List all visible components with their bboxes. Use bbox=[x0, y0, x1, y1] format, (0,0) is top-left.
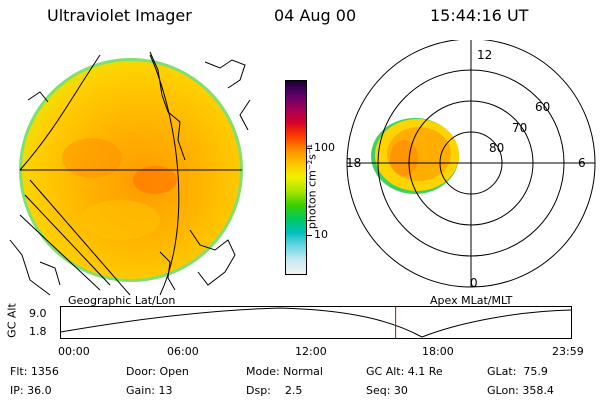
mlt-label-0: 0 bbox=[470, 276, 478, 290]
coastline-outlines bbox=[9, 51, 251, 296]
door-value: Door: Open bbox=[126, 365, 189, 378]
time-tick-1800: 18:00 bbox=[422, 345, 454, 358]
mlt-label-12: 12 bbox=[477, 48, 492, 62]
time-tick-1200: 12:00 bbox=[295, 345, 327, 358]
image-time: 15:44:16 UT bbox=[430, 6, 529, 25]
colorbar-tick-label: 10 bbox=[314, 228, 328, 241]
altitude-curve bbox=[60, 307, 572, 338]
filter-value: Flt: 1356 bbox=[10, 365, 59, 378]
colorbar-tick-label: 100 bbox=[314, 141, 335, 154]
dsp-value: Dsp: 2.5 bbox=[246, 384, 303, 397]
apex-label: Apex MLat/MLT bbox=[430, 294, 513, 307]
instrument-title: Ultraviolet Imager bbox=[47, 6, 192, 25]
altitude-ytick-max: 9.0 bbox=[29, 307, 47, 320]
colorbar-gradient bbox=[286, 81, 306, 274]
altitude-plot-frame bbox=[60, 306, 572, 339]
glon-value: GLon: 358.4 bbox=[487, 384, 554, 397]
seq-value: Seq: 30 bbox=[366, 384, 408, 397]
altitude-plot bbox=[60, 306, 572, 339]
colorbar-label: photon cm⁻²s⁻¹ bbox=[305, 143, 319, 230]
mlt-label-6: 6 bbox=[578, 156, 586, 170]
mlt-label-18: 18 bbox=[346, 156, 361, 170]
mlat-label-70: 70 bbox=[512, 121, 527, 135]
altitude-ylabel: GC Alt bbox=[5, 303, 19, 338]
colorbar-tick bbox=[307, 148, 312, 149]
time-tick-2359: 23:59 bbox=[552, 345, 584, 358]
emission-region bbox=[62, 138, 122, 178]
mlat-label-60: 60 bbox=[535, 100, 550, 114]
colorbar-tick bbox=[307, 235, 312, 236]
ip-value: IP: 36.0 bbox=[10, 384, 52, 397]
lat-lon-grid bbox=[19, 54, 242, 296]
polar-plot-panel: 12 0 18 6 60 70 80 bbox=[346, 40, 596, 290]
colorbar bbox=[285, 80, 307, 275]
altitude-ytick-min: 1.8 bbox=[29, 325, 47, 338]
emission-region bbox=[80, 200, 160, 240]
mlat-label-80: 80 bbox=[489, 141, 504, 155]
mlat-circles bbox=[346, 40, 596, 288]
geographic-image-panel bbox=[9, 51, 251, 296]
time-tick-0000: 00:00 bbox=[58, 345, 90, 358]
glat-value: GLat: 75.9 bbox=[487, 365, 548, 378]
auroral-oval-patch bbox=[371, 118, 459, 194]
mode-value: Mode: Normal bbox=[246, 365, 323, 378]
image-date: 04 Aug 00 bbox=[274, 6, 357, 25]
emission-hotspot bbox=[133, 166, 177, 194]
time-tick-0600: 06:00 bbox=[167, 345, 199, 358]
gain-value: Gain: 13 bbox=[126, 384, 173, 397]
geographic-label: Geographic Lat/Lon bbox=[68, 294, 176, 307]
gc-alt-value: GC Alt: 4.1 Re bbox=[366, 365, 443, 378]
